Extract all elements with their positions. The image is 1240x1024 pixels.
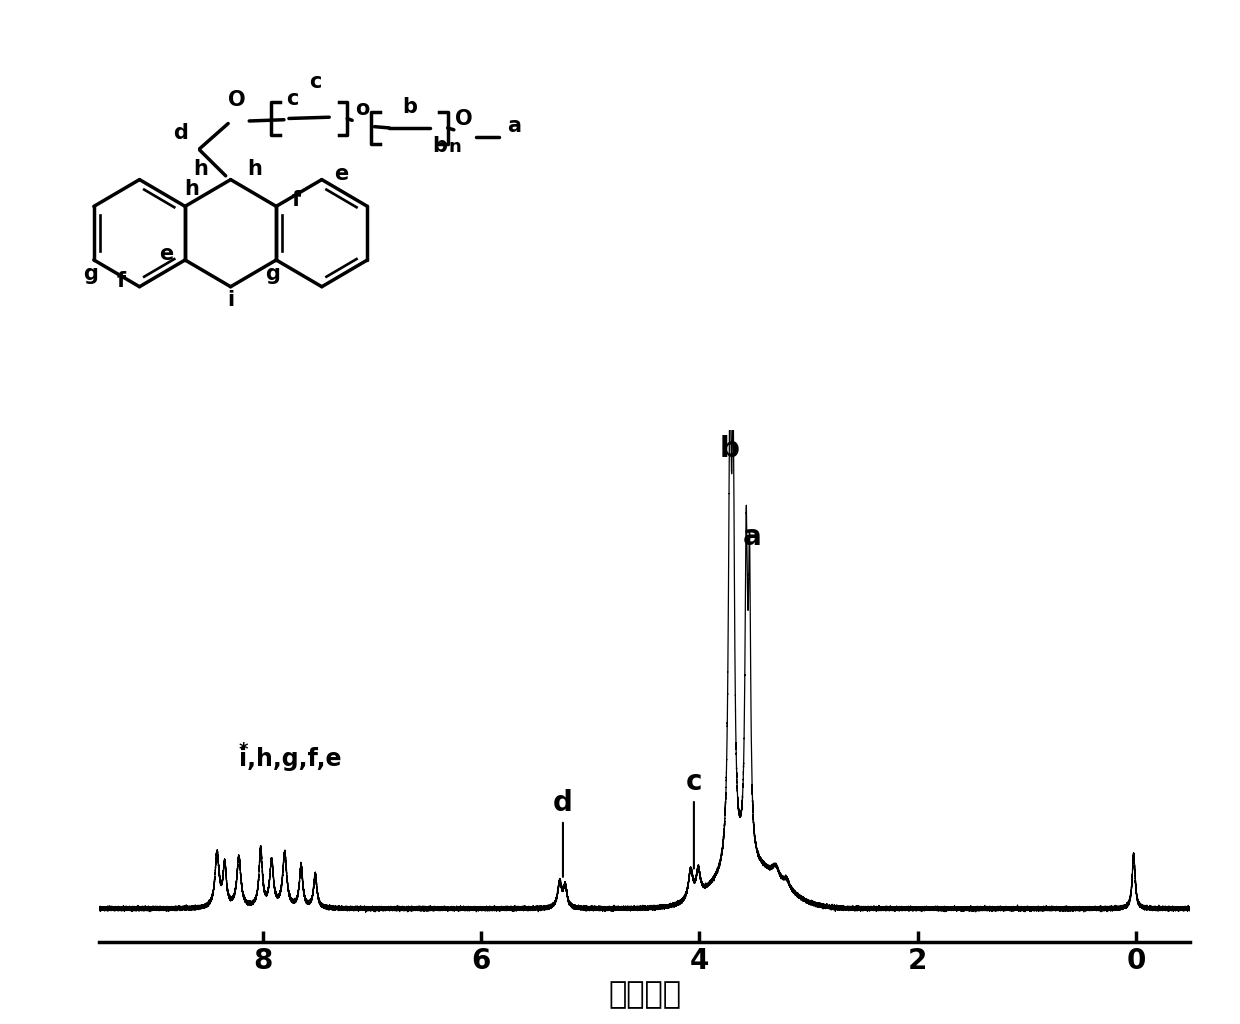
Text: d: d bbox=[553, 790, 573, 877]
Text: o: o bbox=[355, 99, 370, 120]
Text: h: h bbox=[184, 179, 198, 199]
Text: g: g bbox=[83, 264, 98, 284]
Text: b: b bbox=[402, 97, 417, 117]
Text: O: O bbox=[455, 109, 472, 129]
Text: n: n bbox=[448, 138, 461, 156]
Text: b: b bbox=[433, 136, 448, 156]
Text: c: c bbox=[286, 89, 298, 109]
Text: a: a bbox=[507, 117, 522, 136]
Text: h: h bbox=[193, 159, 208, 178]
Text: a: a bbox=[743, 523, 761, 551]
X-axis label: 化学位移: 化学位移 bbox=[609, 981, 681, 1010]
Text: f: f bbox=[291, 190, 300, 210]
Text: *: * bbox=[239, 741, 248, 759]
Text: e: e bbox=[335, 164, 348, 183]
Text: e: e bbox=[160, 244, 174, 264]
Text: c: c bbox=[686, 768, 702, 868]
Text: h: h bbox=[247, 159, 262, 178]
Text: g: g bbox=[265, 264, 280, 284]
Text: i,h,g,f,e: i,h,g,f,e bbox=[239, 748, 341, 771]
Text: c: c bbox=[309, 73, 321, 92]
Text: O: O bbox=[228, 90, 246, 110]
Text: b: b bbox=[720, 435, 740, 464]
Text: i: i bbox=[227, 290, 234, 309]
Text: f: f bbox=[117, 270, 125, 291]
Text: d: d bbox=[174, 123, 188, 142]
